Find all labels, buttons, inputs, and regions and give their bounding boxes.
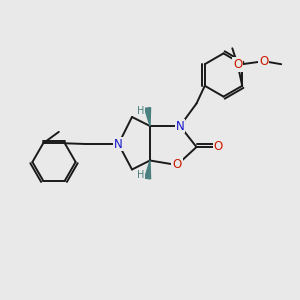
- Text: H: H: [137, 170, 145, 181]
- Text: H: H: [137, 106, 145, 116]
- Text: N: N: [176, 119, 184, 133]
- Text: N: N: [176, 119, 184, 133]
- Text: O: O: [259, 55, 268, 68]
- Text: N: N: [114, 137, 123, 151]
- Text: H: H: [137, 106, 145, 116]
- Text: H: H: [137, 170, 145, 181]
- Text: N: N: [114, 137, 123, 151]
- Text: O: O: [259, 55, 268, 68]
- Text: O: O: [172, 158, 182, 172]
- Polygon shape: [145, 160, 151, 179]
- Text: O: O: [214, 140, 223, 154]
- Text: O: O: [214, 140, 223, 154]
- Text: O: O: [172, 158, 182, 172]
- Polygon shape: [145, 108, 151, 126]
- Text: O: O: [233, 58, 242, 71]
- Text: O: O: [233, 58, 242, 71]
